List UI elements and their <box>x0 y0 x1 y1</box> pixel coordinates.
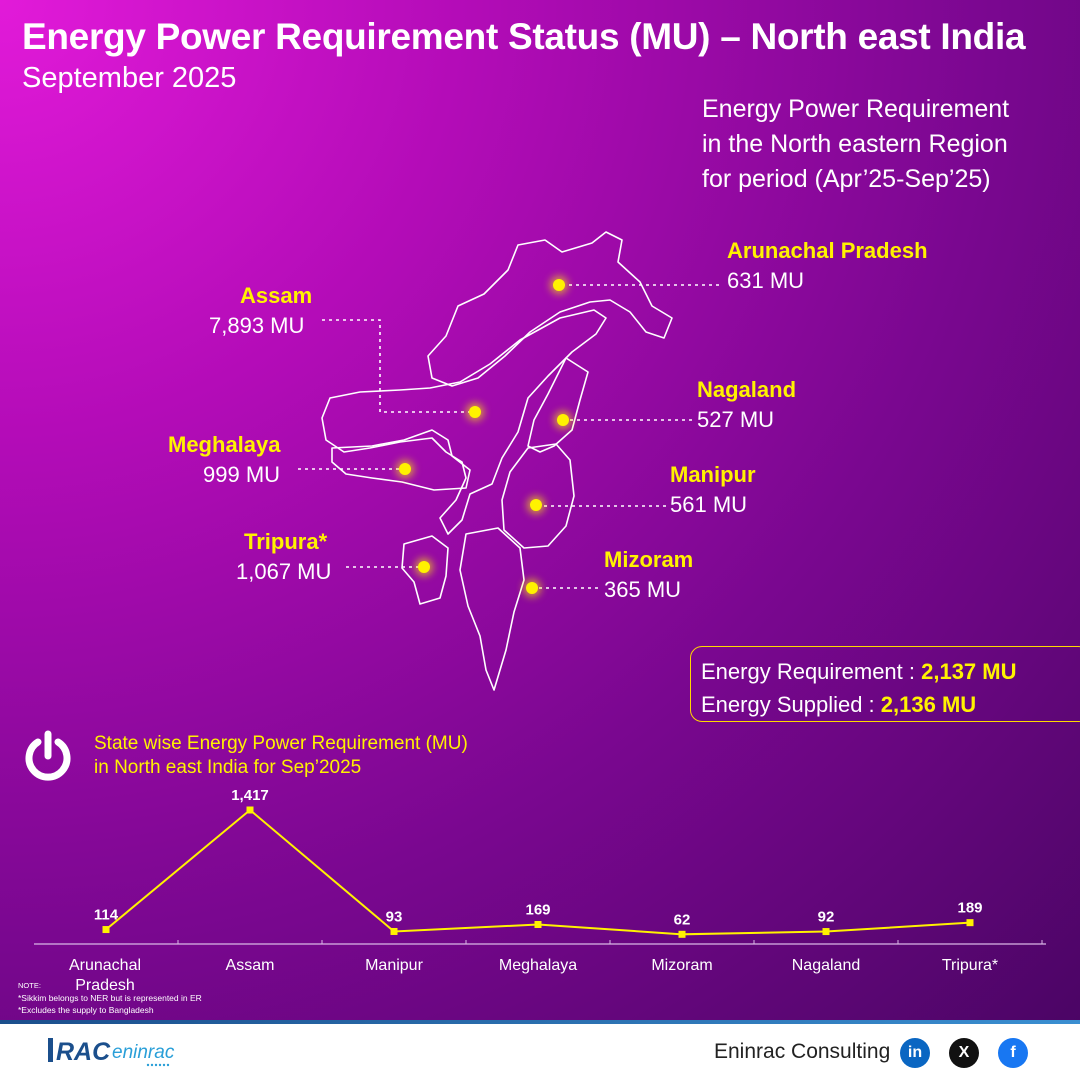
data-label: 92 <box>818 909 835 926</box>
category-label: Manipur <box>365 957 423 974</box>
data-point <box>102 926 110 934</box>
category-label: Meghalaya <box>499 957 577 974</box>
data-label: 169 <box>525 901 550 918</box>
state-name-manipur: Manipur <box>670 462 756 487</box>
footer-strip <box>0 1020 1080 1024</box>
page-subtitle: September 2025 <box>22 62 237 94</box>
note-line: *Excludes the supply to Bangladesh <box>18 1005 154 1015</box>
infographic-canvas: Energy Power Requirement Status (MU) – N… <box>0 0 1080 1020</box>
requirement-value: 2,137 MU <box>921 659 1017 684</box>
footnotes: NOTE: *Sikkim belongs to NER but is repr… <box>18 980 202 1016</box>
note-label: NOTE: <box>18 981 41 990</box>
chart-title: State wise Energy Power Requirement (MU)… <box>94 732 468 780</box>
data-label: 62 <box>674 911 691 928</box>
facebook-icon[interactable]: f <box>998 1038 1028 1068</box>
power-icon <box>25 730 71 781</box>
map-marker-manipur <box>530 499 542 511</box>
map-marker-tripura <box>418 561 430 573</box>
note-line: *Sikkim belongs to NER but is represente… <box>18 993 202 1003</box>
data-label: 189 <box>957 900 982 917</box>
data-point <box>966 919 974 927</box>
svg-text:RAC: RAC <box>56 1038 111 1066</box>
line-chart: 114 Arunachal Pradesh 1,417 Assam 93 Manipur 16… <box>34 787 1046 994</box>
category-label: Assam <box>226 957 275 974</box>
requirement-line: Energy Requirement : 2,137 MU <box>701 655 1080 688</box>
state-value-tripura: 1,067 MU <box>236 559 332 584</box>
map-arunachal-pradesh <box>427 231 673 387</box>
state-name-assam: Assam <box>240 283 313 308</box>
state-value-assam: 7,893 MU <box>209 313 305 338</box>
category-label: Nagaland <box>792 957 861 974</box>
chart-title-line: in North east India for Sep’2025 <box>94 757 362 778</box>
category-label: Mizoram <box>651 957 712 974</box>
svg-text:eninrac: eninrac <box>112 1042 175 1063</box>
state-name-arunachal-pradesh: Arunachal Pradesh <box>727 238 928 263</box>
chart-title-line: State wise Energy Power Requirement (MU) <box>94 733 468 754</box>
category-label: Tripura* <box>942 957 998 974</box>
requirement-label: Energy Requirement : <box>701 659 922 684</box>
map-nagaland <box>527 357 589 453</box>
data-label: 1,417 <box>231 787 269 804</box>
map-marker-arunachal-pradesh <box>553 279 565 291</box>
page-title: Energy Power Requirement Status (MU) – N… <box>22 16 1026 57</box>
supplied-label: Energy Supplied : <box>701 692 881 717</box>
data-point <box>822 928 830 936</box>
state-name-tripura: Tripura* <box>244 529 328 554</box>
state-value-mizoram: 365 MU <box>604 577 682 602</box>
linkedin-icon[interactable]: in <box>900 1038 930 1068</box>
data-point <box>246 806 254 814</box>
data-point <box>390 927 398 935</box>
eninrac-logo: RAC eninrac <box>48 1038 175 1067</box>
map-marker-nagaland <box>557 414 569 426</box>
data-point <box>534 920 542 928</box>
energy-summary-box: Energy Requirement : 2,137 MU Energy Sup… <box>690 646 1080 722</box>
state-value-arunachal-pradesh: 631 MU <box>727 268 805 293</box>
brand-name: Eninrac Consulting <box>714 1040 891 1063</box>
region-note-line: for period (Apr’25-Sep’25) <box>702 165 991 193</box>
x-icon[interactable]: X <box>949 1038 979 1068</box>
state-value-manipur: 561 MU <box>670 492 748 517</box>
region-note: Energy Power Requirement in the North ea… <box>702 92 1062 197</box>
state-name-mizoram: Mizoram <box>604 547 694 572</box>
map-marker-assam <box>469 406 481 418</box>
state-value-meghalaya: 999 MU <box>203 462 281 487</box>
data-label: 93 <box>386 908 403 925</box>
state-name-meghalaya: Meghalaya <box>168 432 281 457</box>
map-meghalaya <box>331 429 471 491</box>
supplied-line: Energy Supplied : 2,136 MU <box>701 688 1080 721</box>
region-note-line: in the North eastern Region <box>702 130 1008 158</box>
data-point <box>678 930 686 938</box>
state-value-nagaland: 527 MU <box>697 407 775 432</box>
map-marker-mizoram <box>526 582 538 594</box>
region-note-line: Energy Power Requirement <box>702 95 1010 123</box>
map-mizoram <box>459 527 525 691</box>
map-manipur <box>501 443 575 549</box>
state-name-nagaland: Nagaland <box>697 377 797 402</box>
map-marker-meghalaya <box>399 463 411 475</box>
supplied-value: 2,136 MU <box>880 692 977 717</box>
category-label: Arunachal Pradesh <box>69 957 141 994</box>
data-label: 114 <box>94 907 119 924</box>
